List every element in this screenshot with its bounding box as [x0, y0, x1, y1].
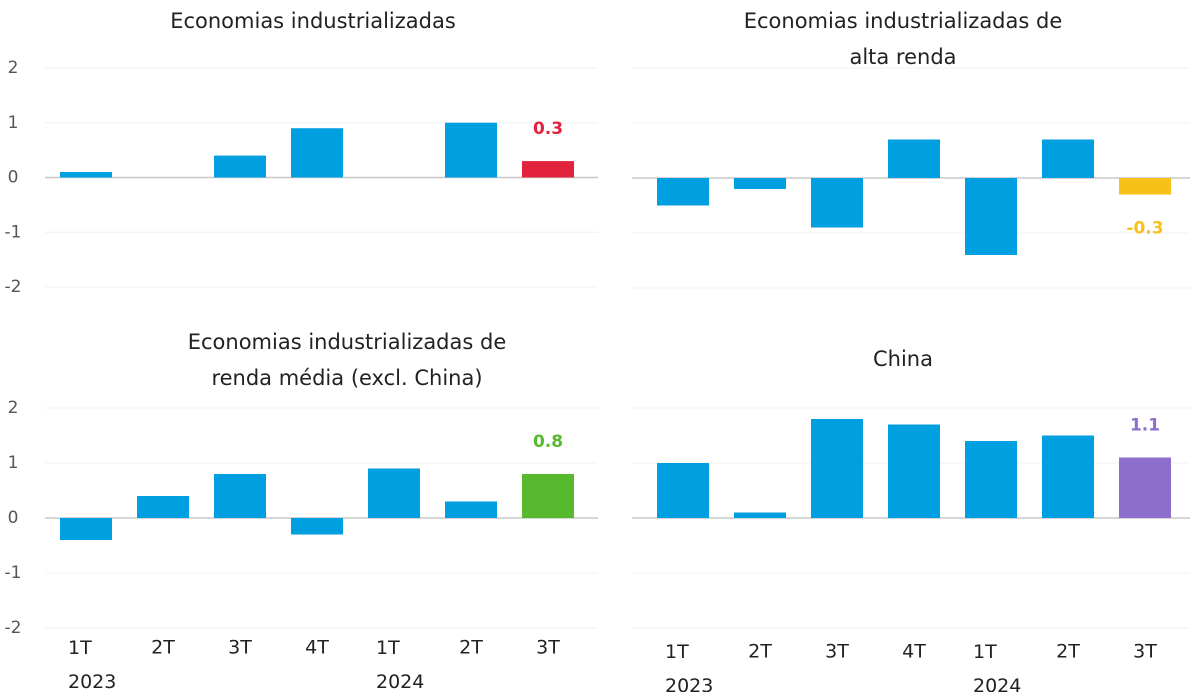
x-tick-line: 1T [973, 641, 997, 663]
x-tick-label: 1T 2023 [665, 641, 713, 692]
bar [368, 468, 420, 518]
x-tick-line: 2024 [376, 671, 424, 692]
value-label: 0.3 [533, 119, 563, 139]
y-tick-label: 0 [8, 508, 19, 528]
bar [214, 155, 266, 178]
x-tick-line: 1T [68, 637, 92, 659]
bar [965, 178, 1017, 255]
x-tick-line: 1T [376, 637, 400, 659]
bar [445, 122, 497, 178]
x-tick-label: 2T [1056, 641, 1080, 663]
x-tick-line: 2023 [665, 675, 713, 692]
chart-title: Economias industrializadas [170, 9, 456, 33]
y-tick-label: 2 [8, 398, 19, 418]
bar [137, 496, 189, 518]
chart-title: Economias industrializadas de [188, 330, 507, 354]
x-tick-label: 3T [825, 641, 849, 663]
bar [811, 178, 863, 228]
bar [657, 463, 709, 518]
x-tick-line: 1T [665, 641, 689, 663]
x-tick-label: 2T [748, 641, 772, 663]
value-label: -0.3 [1126, 219, 1163, 239]
x-tick-label: 3T [536, 637, 560, 659]
chart-title: alta renda [849, 45, 956, 69]
bar [965, 441, 1017, 518]
bar [734, 512, 786, 518]
bar [522, 161, 574, 178]
x-tick-label: 2T [151, 637, 175, 659]
bar [1042, 139, 1094, 178]
bar [60, 172, 112, 178]
x-tick-label: 1T 2024 [973, 641, 1021, 692]
value-label: 0.8 [533, 432, 563, 452]
bar [888, 139, 940, 178]
bar [1119, 178, 1171, 195]
chart-title: Economias industrializadas de [744, 9, 1063, 33]
x-tick-label: 4T [902, 641, 926, 663]
chart-title: renda média (excl. China) [211, 366, 482, 390]
bar [60, 518, 112, 540]
bar [811, 419, 863, 518]
y-tick-label: -1 [5, 563, 22, 583]
bar [888, 424, 940, 518]
x-tick-line: 2024 [973, 675, 1021, 692]
bar [445, 501, 497, 518]
bar [291, 128, 343, 178]
value-label: 1.1 [1130, 416, 1160, 436]
bar [522, 474, 574, 518]
y-tick-label: 2 [8, 58, 19, 78]
bar [214, 474, 266, 518]
x-tick-label: 3T [228, 637, 252, 659]
y-tick-label: -1 [5, 222, 22, 242]
y-tick-label: -2 [5, 618, 22, 638]
y-tick-label: 1 [8, 453, 19, 473]
bar [291, 518, 343, 535]
y-tick-label: 1 [8, 113, 19, 133]
bar [657, 178, 709, 206]
bar [1119, 457, 1171, 518]
x-tick-label: 1T 2024 [376, 637, 424, 692]
x-tick-label: 1T 2023 [68, 637, 116, 692]
x-tick-line: 2023 [68, 671, 116, 692]
chart-title: China [873, 347, 933, 371]
y-tick-label: -2 [5, 277, 22, 297]
x-tick-label: 4T [305, 637, 329, 659]
y-tick-label: 0 [8, 168, 19, 188]
x-tick-label: 2T [459, 637, 483, 659]
x-tick-label: 3T [1133, 641, 1157, 663]
bar [1042, 435, 1094, 518]
bar [734, 178, 786, 189]
